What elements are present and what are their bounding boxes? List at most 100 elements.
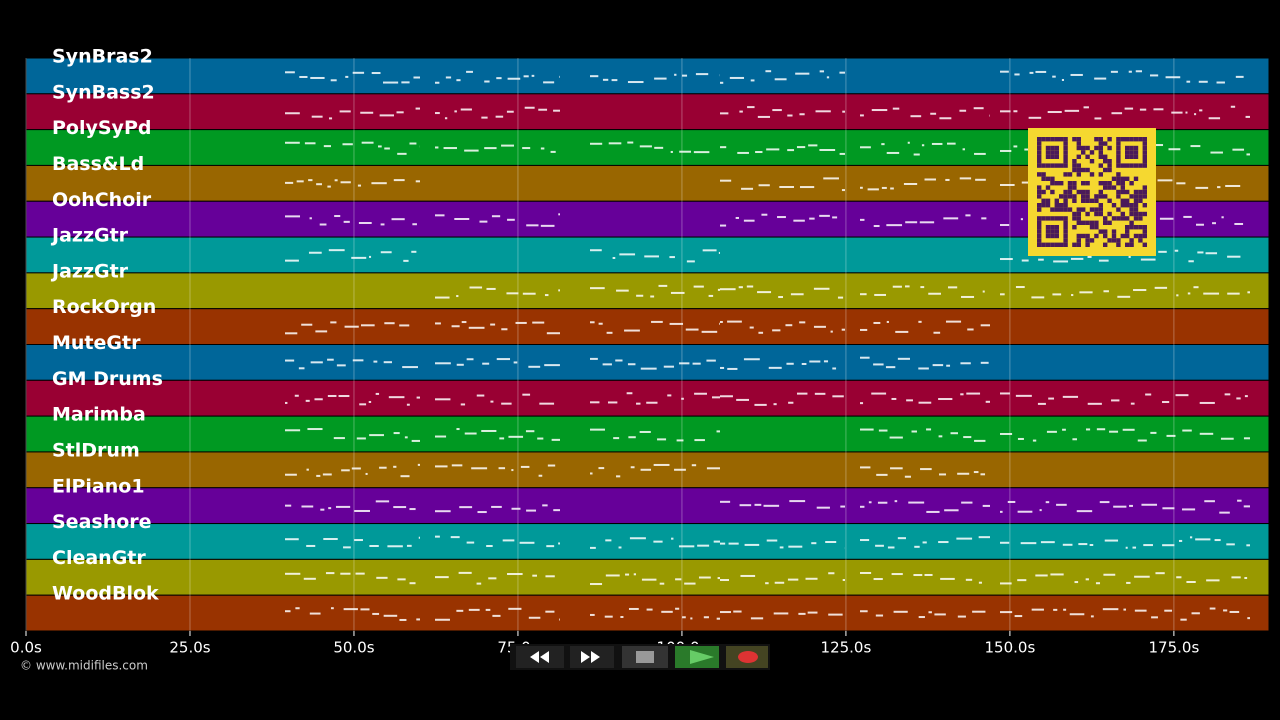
note xyxy=(842,579,845,582)
note xyxy=(772,329,781,332)
forward-button[interactable] xyxy=(570,646,614,668)
qr-module xyxy=(1116,141,1121,146)
note xyxy=(676,439,684,442)
note xyxy=(1087,255,1092,258)
qr-module xyxy=(1041,163,1046,168)
note xyxy=(1168,148,1181,151)
qr-module xyxy=(1125,150,1130,155)
note xyxy=(930,112,937,115)
note xyxy=(416,618,420,621)
qr-module xyxy=(1133,137,1139,142)
note xyxy=(523,75,529,78)
qr-module xyxy=(1045,225,1051,230)
note xyxy=(980,473,986,476)
note xyxy=(740,574,756,577)
note xyxy=(895,330,909,333)
qr-module xyxy=(1085,194,1090,199)
note xyxy=(325,572,335,575)
qr-module xyxy=(1037,216,1042,221)
note xyxy=(1109,430,1119,433)
note xyxy=(369,434,384,437)
play-button[interactable] xyxy=(675,646,719,668)
qr-module xyxy=(1142,137,1147,142)
note xyxy=(484,147,497,150)
note xyxy=(590,321,595,324)
qr-module xyxy=(1045,203,1051,208)
note xyxy=(950,432,958,435)
note xyxy=(306,468,309,471)
note xyxy=(399,618,407,621)
note xyxy=(531,74,535,77)
note xyxy=(1154,286,1168,289)
note xyxy=(528,616,541,619)
note xyxy=(358,221,372,224)
note xyxy=(546,332,560,335)
note xyxy=(832,216,838,219)
qr-module xyxy=(1059,163,1064,168)
note xyxy=(435,398,451,401)
qr-module xyxy=(1085,220,1090,225)
stop-button[interactable] xyxy=(622,646,668,668)
note xyxy=(444,117,448,120)
note xyxy=(918,320,922,323)
note xyxy=(590,583,603,586)
note xyxy=(616,289,629,292)
qr-module xyxy=(1133,203,1139,208)
note xyxy=(630,466,635,469)
note xyxy=(553,109,560,112)
rewind-button[interactable] xyxy=(516,646,564,668)
qr-module xyxy=(1120,185,1125,190)
note xyxy=(670,150,673,153)
qr-module xyxy=(1081,145,1086,151)
note xyxy=(1174,249,1179,252)
note xyxy=(1021,259,1029,262)
qr-module xyxy=(1107,185,1112,190)
note xyxy=(974,152,986,155)
note xyxy=(837,296,844,299)
note xyxy=(547,464,556,467)
stop-icon xyxy=(636,651,654,663)
note xyxy=(356,437,366,440)
note xyxy=(1199,432,1214,435)
note xyxy=(383,361,392,364)
qr-module xyxy=(1107,145,1112,151)
qr-module xyxy=(1037,207,1042,212)
note xyxy=(693,151,710,154)
note xyxy=(372,612,380,615)
qr-module xyxy=(1059,203,1064,208)
note xyxy=(1031,608,1044,611)
note xyxy=(393,465,397,468)
note xyxy=(653,540,663,543)
qr-module xyxy=(1050,189,1055,195)
note xyxy=(772,109,782,112)
note xyxy=(334,179,338,182)
qr-module xyxy=(1094,145,1099,151)
note xyxy=(401,81,410,84)
note xyxy=(1151,616,1158,619)
record-button[interactable] xyxy=(726,646,768,668)
note xyxy=(1243,505,1250,508)
note xyxy=(294,394,299,397)
note xyxy=(961,501,973,504)
note xyxy=(482,362,490,365)
note xyxy=(1089,543,1094,546)
note xyxy=(773,612,789,615)
note xyxy=(828,572,835,575)
note xyxy=(1104,539,1119,542)
qr-module xyxy=(1129,163,1134,168)
note xyxy=(476,394,485,397)
qr-module xyxy=(1116,159,1121,164)
qr-module xyxy=(1054,150,1059,155)
qr-module xyxy=(1041,176,1046,181)
note xyxy=(538,108,548,111)
note xyxy=(1191,612,1200,615)
note xyxy=(718,251,720,254)
qr-module xyxy=(1142,229,1147,234)
tick-label: 25.0s xyxy=(169,639,210,657)
note xyxy=(342,143,353,146)
note xyxy=(391,218,405,221)
note xyxy=(641,578,657,581)
note xyxy=(905,285,910,288)
note xyxy=(918,401,932,404)
note xyxy=(719,322,720,325)
